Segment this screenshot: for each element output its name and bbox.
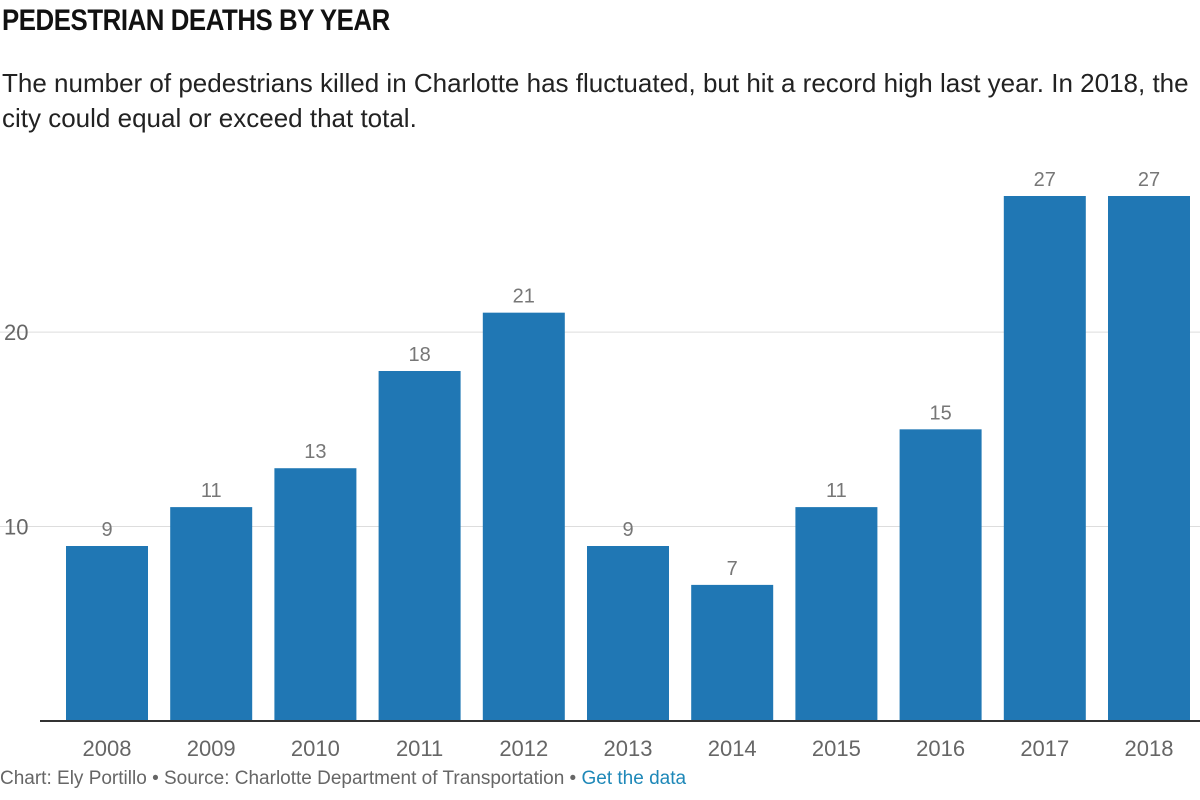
- credit-text: Chart: Ely Portillo: [0, 768, 147, 789]
- bar-2013[interactable]: [587, 546, 669, 721]
- value-label-2017: 27: [1034, 169, 1056, 191]
- bar-2014[interactable]: [691, 584, 774, 721]
- x-tick-label-2011: 2011: [396, 736, 443, 761]
- x-tick-label-2013: 2013: [604, 736, 653, 761]
- separator: •: [152, 768, 159, 789]
- source-text: Source: Charlotte Department of Transpor…: [164, 768, 565, 789]
- chart-footer: Chart: Ely Portillo • Source: Charlotte …: [0, 768, 686, 790]
- value-label-2014: 7: [727, 558, 738, 580]
- x-tick-label-2012: 2012: [499, 736, 548, 761]
- bar-2008[interactable]: [66, 546, 148, 721]
- chart-title: PEDESTRIAN DEATHS BY YEAR: [2, 4, 390, 37]
- y-tick-label-20: 20: [4, 320, 28, 345]
- bar-2015[interactable]: [795, 507, 878, 721]
- labels: 10 20 9 2008 11 2009 13 2010 18 2011 21 2012 9 2013 7 2…: [4, 169, 1173, 761]
- x-tick-label-2010: 2010: [291, 736, 340, 761]
- x-tick-label-2008: 2008: [83, 736, 132, 761]
- bar-2010[interactable]: [274, 468, 357, 721]
- value-label-2008: 9: [101, 519, 112, 541]
- bar-2018[interactable]: [1108, 196, 1190, 721]
- value-label-2018: 27: [1138, 169, 1160, 191]
- bar-2016[interactable]: [899, 429, 982, 721]
- value-label-2015: 11: [826, 480, 847, 502]
- bars: [66, 196, 1190, 721]
- x-tick-label-2015: 2015: [812, 736, 861, 761]
- x-tick-label-2018: 2018: [1125, 736, 1174, 761]
- y-tick-label-10: 10: [4, 515, 28, 540]
- bar-2011[interactable]: [378, 371, 461, 721]
- x-tick-label-2017: 2017: [1020, 736, 1069, 761]
- value-label-2013: 9: [622, 519, 633, 541]
- chart-subtitle: The number of pedestrians killed in Char…: [2, 68, 1189, 133]
- bar-2009[interactable]: [170, 507, 253, 721]
- x-tick-label-2014: 2014: [708, 736, 757, 761]
- x-tick-label-2009: 2009: [187, 736, 236, 761]
- value-label-2012: 21: [513, 286, 535, 308]
- bar-2017[interactable]: [1003, 196, 1086, 721]
- value-label-2016: 15: [929, 402, 951, 424]
- separator: •: [569, 768, 577, 789]
- value-label-2011: 18: [408, 344, 430, 366]
- get-the-data-link[interactable]: Get the data: [581, 768, 687, 789]
- x-tick-label-2016: 2016: [916, 736, 965, 761]
- bar-2012[interactable]: [482, 312, 565, 721]
- value-label-2010: 13: [304, 441, 326, 463]
- value-label-2009: 11: [201, 480, 222, 502]
